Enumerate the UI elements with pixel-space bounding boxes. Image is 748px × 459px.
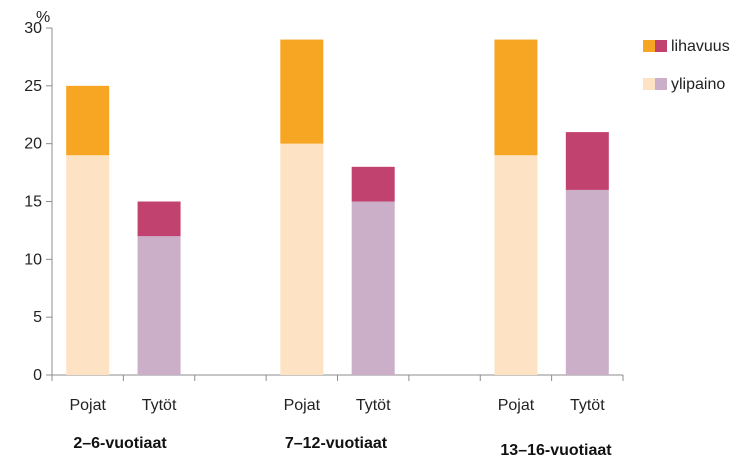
legend-label: ylipaino [671, 76, 725, 93]
category-label: Tytöt [356, 397, 391, 414]
category-label: Tytöt [142, 397, 177, 414]
legend: lihavuus ylipaino [643, 38, 730, 93]
bar-lihavuus [66, 85, 110, 156]
bar-ylipaino [137, 236, 181, 375]
legend-swatch [643, 78, 655, 90]
legend-swatch [643, 40, 655, 52]
y-axis: 0 5 10 15 20 25 30% [24, 9, 53, 384]
legend-label: lihavuus [671, 38, 730, 55]
y-tick-label: 15 [24, 194, 42, 211]
y-tick-label: 5 [33, 309, 42, 326]
y-tick-label: 20 [24, 136, 42, 153]
bar-lihavuus [137, 201, 181, 237]
group-label: 7–12-vuotiaat [285, 435, 388, 452]
y-axis-unit: % [36, 9, 50, 26]
group-label: 2–6-vuotiaat [73, 435, 167, 452]
bar-ylipaino [494, 155, 538, 375]
bar-ylipaino [351, 201, 395, 375]
bars [66, 39, 609, 375]
bar-ylipaino [280, 143, 324, 375]
y-tick-label: 10 [24, 251, 42, 268]
bar-lihavuus [494, 39, 538, 156]
bar-lihavuus [280, 39, 324, 144]
group-labels: 2–6-vuotiaat 7–12-vuotiaat 13–16-vuotiaat [73, 435, 612, 459]
category-label: Pojat [498, 397, 535, 414]
category-label: Pojat [69, 397, 106, 414]
category-label: Tytöt [570, 397, 605, 414]
bar-ylipaino [66, 155, 110, 375]
group-label: 13–16-vuotiaat [500, 442, 612, 459]
bar-lihavuus [565, 132, 609, 190]
category-labels: Pojat Tytöt Pojat Tytöt Pojat Tytöt [69, 397, 605, 414]
legend-swatch [655, 78, 667, 90]
bar-ylipaino [565, 189, 609, 375]
y-tick-label: 25 [24, 78, 42, 95]
legend-swatch [655, 40, 667, 52]
x-axis [51, 374, 624, 381]
category-label: Pojat [284, 397, 321, 414]
bar-lihavuus [351, 166, 395, 202]
y-tick-label: 0 [33, 367, 42, 384]
y-tick-label: 30 [24, 20, 42, 37]
